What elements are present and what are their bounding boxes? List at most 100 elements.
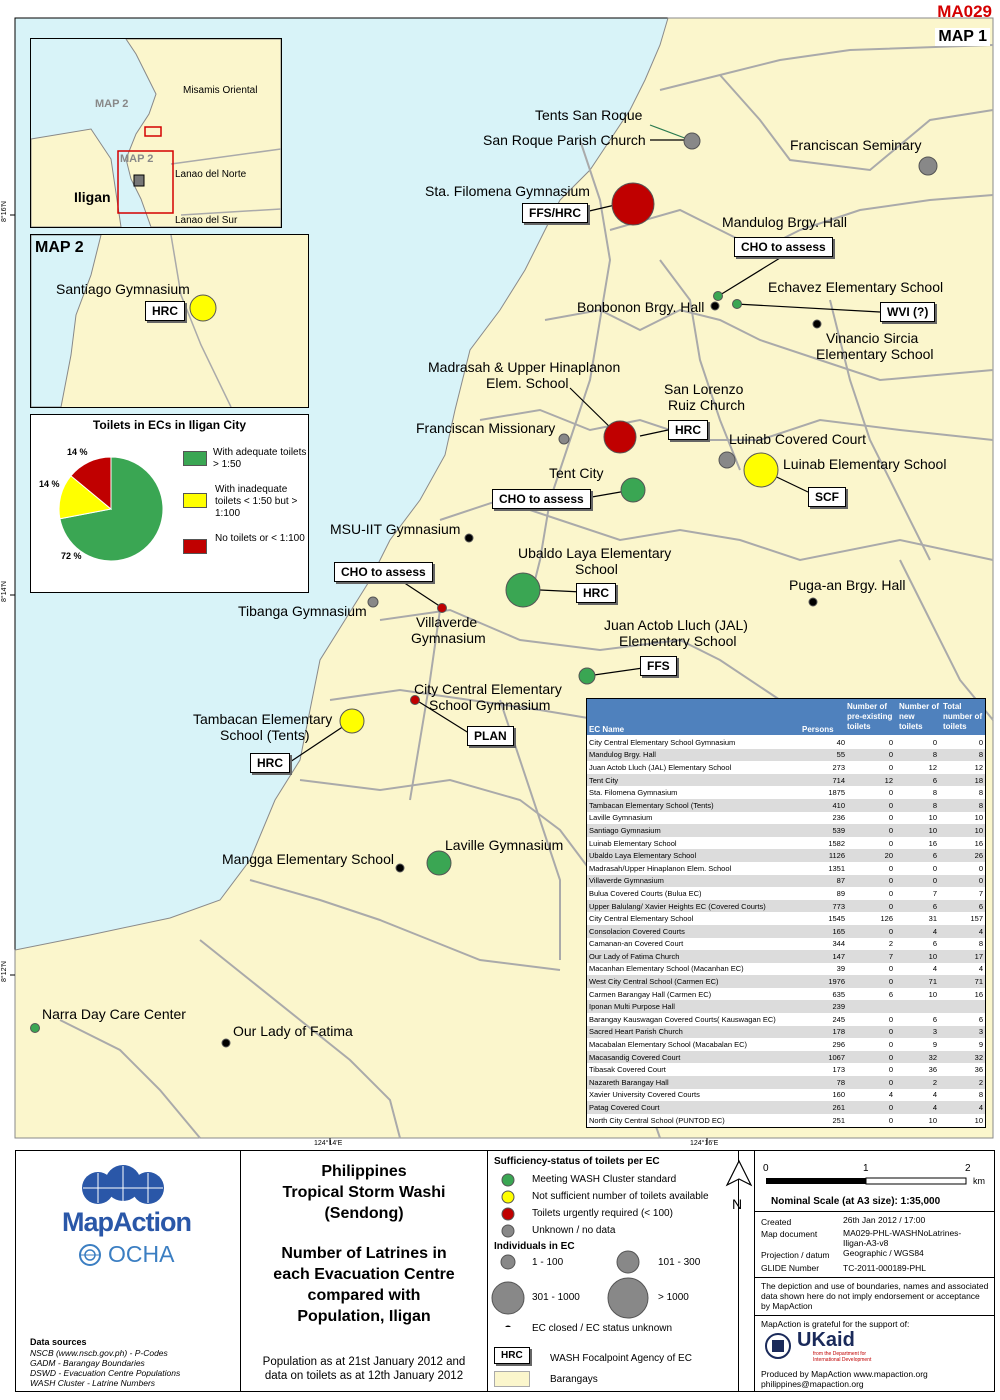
table-cell-number: 1126 xyxy=(797,849,847,862)
subtitle-line-3: compared with xyxy=(307,1287,421,1304)
table-cell-name: Macasandig Covered Court xyxy=(587,1050,797,1064)
north-arrow-icon xyxy=(725,1159,753,1187)
date-note: Population as at 21st January 2012 and d… xyxy=(241,1355,487,1383)
label-jal-2: Elementary School xyxy=(619,633,737,649)
table-cell-number: 4 xyxy=(932,1090,937,1100)
agency-box-mandulog: CHO to assess xyxy=(734,237,833,257)
table-cell-number: 251 xyxy=(832,1115,845,1125)
site-franciscan-seminary[interactable] xyxy=(918,156,938,176)
site-fatima[interactable] xyxy=(221,1038,231,1048)
table-cell-name: Macabalan Elementary School (Macabalan E… xyxy=(589,1040,747,1050)
label-jal-1: Juan Actob Lluch (JAL) xyxy=(604,617,748,633)
map2-agency-box: HRC xyxy=(145,301,185,321)
footer-meta: 0 1 2 km Nominal Scale (at A3 size): 1:3… xyxy=(754,1151,995,1391)
legend-barangays: Barangays xyxy=(550,1374,598,1385)
table-cell-name: Ubaldo Laya Elementary School xyxy=(587,849,797,862)
site-luinab-school[interactable] xyxy=(743,452,779,488)
site-mangga[interactable] xyxy=(395,863,405,873)
table-cell-number: 173 xyxy=(832,1065,845,1075)
label-mangga: Mangga Elementary School xyxy=(222,851,394,867)
pie-legend-swatch-yellow xyxy=(183,493,207,508)
site-bonbonon[interactable] xyxy=(710,301,720,311)
site-mandulog[interactable] xyxy=(713,291,723,301)
label-city-central-1: City Central Elementary xyxy=(414,681,562,697)
site-franciscan-missionary[interactable] xyxy=(558,433,570,445)
table-cell-name: Juan Actob Lluch (JAL) Elementary School xyxy=(589,762,732,772)
site-ubaldo[interactable] xyxy=(505,572,541,608)
site-luinab-court[interactable] xyxy=(718,451,736,469)
table-cell-number: 539 xyxy=(797,824,847,837)
table-cell-name: Iponan Multi Purpose Hall xyxy=(587,1000,797,1014)
site-tent-city[interactable] xyxy=(620,477,646,503)
label-san-lorenzo-2: Ruiz Church xyxy=(668,397,746,413)
meta-divider-1 xyxy=(755,1211,995,1212)
scale-tick-0: 0 xyxy=(763,1163,769,1174)
nominal-scale: Nominal Scale (at A3 size): 1:35,000 xyxy=(771,1196,941,1207)
table-cell-number: 55 xyxy=(797,748,847,762)
table-cell-number: 7 xyxy=(932,888,937,898)
table-row: Sacred Heart Parish Church 178 0 3 3 xyxy=(587,1025,985,1039)
table-cell-number: 1875 xyxy=(828,788,845,798)
label-san-roque-church: San Roque Parish Church xyxy=(483,132,646,148)
pie-legend-label-red: No toilets or < 1:100 xyxy=(215,533,305,544)
table-cell-number: 635 xyxy=(832,989,845,999)
meta-proj-value: Geographic / WGS84 xyxy=(843,1248,924,1258)
inset-locator-map: Misamis Oriental Lanao del Norte Lanao d… xyxy=(30,38,282,228)
table-cell-number: 0 xyxy=(888,863,893,873)
table-cell-number: 245 xyxy=(832,1014,845,1024)
table-cell-number: 0 xyxy=(888,1065,893,1075)
site-tibanga[interactable] xyxy=(367,596,379,608)
label-franciscan-missionary: Franciscan Missionary xyxy=(416,420,556,436)
table-cell-number: 1351 xyxy=(828,863,845,873)
table-body: City Central Elementary School Gymnasium… xyxy=(587,736,985,1126)
label-madrasah-1: Madrasah & Upper Hinaplanon xyxy=(428,359,621,375)
site-jal[interactable] xyxy=(578,667,596,685)
meta-created-value: 26th Jan 2012 / 17:00 xyxy=(843,1215,926,1225)
table-cell-number: 4 xyxy=(895,1101,939,1114)
table-row: Macabalan Elementary School (Macabalan E… xyxy=(587,1038,985,1051)
table-cell-number: 71 xyxy=(895,975,939,988)
contact-email: philippines@mapaction.org xyxy=(761,1379,864,1389)
label-laville: Laville Gymnasium xyxy=(445,837,564,853)
ocha-logo-text: OCHA xyxy=(108,1241,175,1267)
table-row: Luinab Elementary School 1582 0 16 16 xyxy=(587,837,985,850)
table-cell-name: Patag Covered Court xyxy=(587,1101,797,1114)
title-line-1: Philippines xyxy=(321,1163,407,1180)
table-cell-name: Tibasak Covered Court xyxy=(589,1065,666,1075)
site-san-roque-church[interactable] xyxy=(683,132,701,150)
site-city-central[interactable] xyxy=(410,695,420,705)
table-cell-number: 6 xyxy=(932,1014,937,1024)
table-cell-name: Our Lady of Fatima Church xyxy=(587,950,797,963)
site-msu[interactable] xyxy=(464,533,474,543)
label-city-central-2: School Gymnasium xyxy=(429,697,551,713)
note-line-2: data on toilets as at 12th January 2012 xyxy=(264,1370,464,1382)
table-row: Upper Balulang/ Xavier Heights EC (Cover… xyxy=(587,899,985,913)
size-class-4: > 1000 xyxy=(658,1292,689,1303)
table-cell-number: 4 xyxy=(895,924,939,938)
th-new: Number of new toilets xyxy=(899,702,939,731)
table-row: City Central Elementary School 1545 126 31 1… xyxy=(587,912,985,925)
site-echavez[interactable] xyxy=(732,299,742,309)
site-sta-filomena[interactable] xyxy=(611,182,655,226)
table-cell-name: Carmen Barangay Hall (Carmen EC) xyxy=(589,989,712,999)
pie-legend-label-yellow: With inadequate toilets < 1:50 but > 1:1… xyxy=(215,484,298,519)
map-subtitle: Number of Latrines in each Evacuation Ce… xyxy=(241,1243,487,1327)
th-ec-name: EC Name xyxy=(589,725,625,734)
site-narra[interactable] xyxy=(30,1023,40,1033)
table-cell-number: 1582 xyxy=(828,838,845,848)
site-vinancio[interactable] xyxy=(812,319,822,329)
label-vinancio-1: Vinancio Sircia xyxy=(826,330,919,346)
table-cell-number: 8 xyxy=(939,748,985,762)
inset-map2-label-a: MAP 2 xyxy=(95,98,129,110)
support-text: MapAction is grateful for the support of… xyxy=(761,1319,910,1329)
map-id: MA029 xyxy=(937,2,992,21)
table-row: Carmen Barangay Hall (Carmen EC) 635 6 10 16 xyxy=(587,988,985,1001)
site-madrasah[interactable] xyxy=(603,420,637,454)
table-cell-number: 87 xyxy=(797,874,847,888)
site-pugaan[interactable] xyxy=(808,597,818,607)
agency-box-ubaldo: HRC xyxy=(576,583,616,603)
table-cell-number xyxy=(895,1000,939,1014)
site-villaverde[interactable] xyxy=(437,603,447,613)
site-laville[interactable] xyxy=(426,850,452,876)
site-tambacan[interactable] xyxy=(339,708,365,734)
